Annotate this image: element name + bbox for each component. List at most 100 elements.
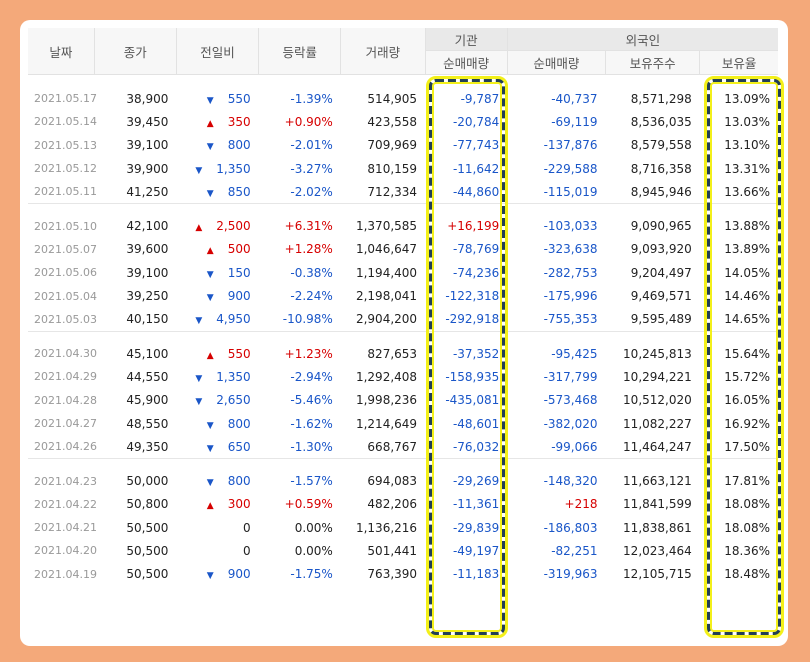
group-separator (28, 330, 778, 342)
cell-rate: 0.00% (294, 520, 333, 535)
header-rate: 등락률 (258, 28, 342, 75)
cell-close: 50,500 (126, 543, 169, 558)
cell-rate: -2.01% (290, 138, 333, 153)
up-arrow-icon: ▲ (206, 118, 214, 129)
cell-volume: 1,194,400 (355, 265, 418, 280)
cell-volume: 668,767 (367, 439, 418, 454)
cell-foreign-ratio: 14.46% (724, 289, 770, 304)
cell-institution-net: -11,183 (452, 567, 500, 582)
cell-foreign-ratio: 14.65% (724, 312, 770, 327)
change-value: 800 (227, 416, 251, 431)
cell-rate: +6.31% (284, 219, 333, 234)
cell-change: ▲ 500 (176, 238, 258, 261)
cell-rate: -2.24% (290, 289, 333, 304)
cell-institution-net: -77,743 (452, 138, 500, 153)
cell-change: ▼ 1,350 (176, 365, 258, 388)
cell-foreign-net: -323,638 (543, 242, 598, 257)
cell-foreign-shares: 10,245,813 (623, 346, 692, 361)
cell-date: 2021.04.28 (34, 393, 97, 407)
cell-foreign-shares: 8,571,298 (630, 91, 692, 106)
change-value: 550 (227, 91, 251, 106)
cell-close: 42,100 (126, 219, 169, 234)
cell-institution-net: -158,935 (445, 369, 500, 384)
cell-volume: 514,905 (367, 91, 418, 106)
cell-close: 38,900 (126, 91, 169, 106)
change-value: 550 (227, 346, 251, 361)
cell-foreign-net: -103,033 (543, 219, 598, 234)
cell-foreign-shares: 8,716,358 (630, 161, 692, 176)
cell-close: 44,550 (126, 369, 169, 384)
table-row: 2021.05.04 39,250 ▼ 900 -2.24% 2,198,041 -122,… (28, 284, 778, 307)
cell-close: 48,550 (126, 416, 169, 431)
cell-rate: -1.62% (290, 416, 333, 431)
change-value: 850 (227, 184, 251, 199)
cell-rate: -1.75% (290, 567, 333, 582)
cell-foreign-ratio: 13.03% (724, 114, 770, 129)
down-arrow-icon: ▼ (195, 316, 203, 327)
cell-rate: +0.90% (284, 114, 333, 129)
down-arrow-icon: ▼ (195, 373, 203, 384)
group-separator (28, 458, 778, 470)
cell-foreign-net: -82,251 (551, 543, 598, 558)
daily-trading-table: 날짜 종가 전일비 등락률 거래량 기관 외국인 순매매량 순매매량 보유주수 … (28, 28, 778, 586)
change-value: 4,950 (216, 312, 251, 327)
cell-foreign-shares: 12,023,464 (623, 543, 692, 558)
cell-foreign-ratio: 15.64% (724, 346, 770, 361)
table-row: 2021.05.06 39,100 ▼ 150 -0.38% 1,194,400 -74,2… (28, 261, 778, 284)
cell-volume: 1,046,647 (355, 242, 418, 257)
cell-foreign-shares: 8,579,558 (630, 138, 692, 153)
cell-close: 39,450 (126, 114, 169, 129)
cell-date: 2021.04.20 (34, 544, 97, 558)
cell-foreign-shares: 12,105,715 (623, 567, 692, 582)
cell-institution-net: -9,787 (460, 91, 500, 106)
cell-close: 39,100 (126, 138, 169, 153)
cell-foreign-ratio: 13.10% (724, 138, 770, 153)
cell-change: 0 (176, 539, 258, 562)
down-arrow-icon: ▼ (206, 95, 214, 106)
header-foreign-shares: 보유주수 (605, 50, 701, 75)
header-change: 전일비 (176, 28, 260, 75)
cell-foreign-ratio: 16.05% (724, 393, 770, 408)
cell-institution-net: -20,784 (452, 114, 500, 129)
cell-close: 50,800 (126, 497, 169, 512)
table-row: 2021.04.26 49,350 ▼ 650 -1.30% 668,767 -76,032… (28, 435, 778, 459)
cell-institution-net: -292,918 (445, 312, 500, 327)
cell-institution-net: -37,352 (452, 346, 500, 361)
change-value: 500 (227, 242, 251, 257)
up-arrow-icon: ▲ (206, 501, 214, 512)
change-value: 800 (227, 138, 251, 153)
cell-rate: -1.39% (290, 91, 333, 106)
cell-date: 2021.05.14 (34, 115, 97, 129)
cell-date: 2021.04.29 (34, 370, 97, 384)
change-value: 350 (227, 114, 251, 129)
table-row: 2021.05.13 39,100 ▼ 800 -2.01% 709,969 -77,743… (28, 134, 778, 157)
table-row: 2021.04.28 45,900 ▼ 2,650 -5.46% 1,998,236 -43… (28, 389, 778, 412)
cell-change: ▼ 800 (176, 134, 258, 157)
down-arrow-icon: ▼ (206, 269, 214, 280)
cell-date: 2021.04.19 (34, 567, 97, 581)
table-row: 2021.05.14 39,450 ▲ 350 +0.90% 423,558 -20,784… (28, 110, 778, 133)
cell-foreign-shares: 9,093,920 (630, 242, 692, 257)
change-value: 900 (227, 567, 251, 582)
down-arrow-icon: ▼ (206, 142, 214, 153)
up-arrow-icon: ▲ (195, 223, 203, 234)
cell-foreign-shares: 9,204,497 (630, 265, 692, 280)
table-row: 2021.05.07 39,600 ▲ 500 +1.28% 1,046,647 -78,7… (28, 238, 778, 261)
cell-foreign-net: -755,353 (543, 312, 598, 327)
cell-close: 49,350 (126, 439, 169, 454)
cell-rate: +1.28% (284, 242, 333, 257)
header-volume: 거래량 (340, 28, 426, 75)
cell-institution-net: +16,199 (447, 219, 500, 234)
cell-date: 2021.04.23 (34, 474, 97, 488)
cell-foreign-net: -99,066 (551, 439, 598, 454)
cell-volume: 694,083 (367, 474, 418, 489)
change-value: 650 (227, 439, 251, 454)
cell-rate: -1.30% (290, 439, 333, 454)
cell-volume: 810,159 (367, 161, 418, 176)
cell-change: ▼ 4,950 (176, 308, 258, 332)
cell-foreign-ratio: 18.36% (724, 543, 770, 558)
change-value: 900 (227, 289, 251, 304)
cell-change: ▲ 350 (176, 110, 258, 133)
change-value: 0 (242, 543, 251, 558)
cell-foreign-net: -573,468 (543, 393, 598, 408)
